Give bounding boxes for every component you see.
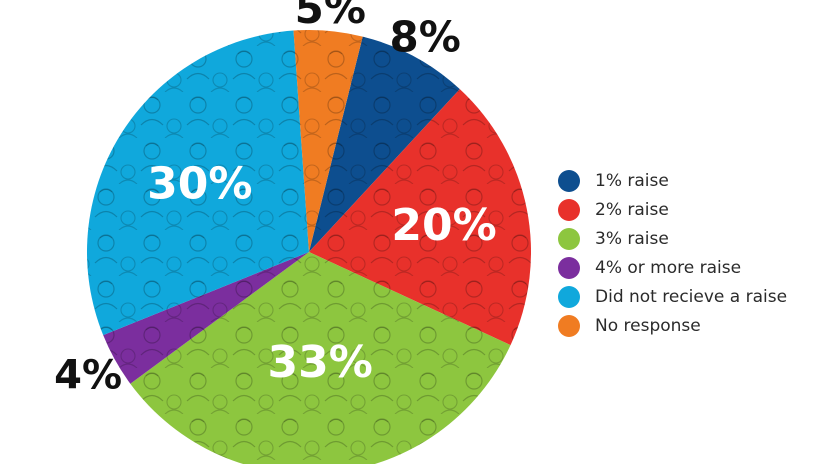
legend-item-4-percent: 4% or more raise	[558, 253, 787, 282]
legend-label-4-percent: 4% or more raise	[595, 257, 742, 278]
pie-slice-texture-3-raise	[130, 252, 511, 464]
legend: 1% raise 2% raise 3% raise 4% or more ra…	[558, 166, 787, 340]
legend-item-3-percent: 3% raise	[558, 224, 787, 253]
pie-slices	[87, 29, 531, 464]
legend-item-no-response: No response	[558, 311, 787, 340]
legend-item-1-percent: 1% raise	[558, 166, 787, 195]
data-label-1-raise: 8%	[389, 13, 460, 62]
pie-slice-texture-2-raise	[309, 89, 531, 346]
legend-swatch-4-percent	[558, 256, 580, 279]
pie-slice-texture-1-raise	[309, 36, 460, 253]
pie-labels: 8% 20% 33% 4% 30% 5%	[54, 0, 497, 398]
legend-label-no-raise: Did not recieve a raise	[595, 286, 788, 307]
legend-swatch-3-percent	[558, 227, 580, 250]
legend-swatch-1-percent	[558, 169, 580, 192]
pie-slice-texture-no-response	[293, 29, 363, 252]
legend-label-2-percent: 2% raise	[595, 199, 669, 220]
legend-label-3-percent: 3% raise	[595, 228, 669, 249]
pie-slice-texture-4-or-more-raise	[103, 252, 309, 384]
legend-swatch-2-percent	[558, 198, 580, 221]
data-label-4-or-more-raise: 4%	[54, 352, 122, 398]
legend-swatch-no-raise	[558, 285, 580, 308]
data-label-2-raise: 20%	[391, 200, 496, 251]
data-label-3-raise: 33%	[268, 337, 373, 388]
data-label-did-not-recieve-a-raise: 30%	[147, 158, 252, 209]
legend-swatch-no-response	[558, 314, 580, 337]
legend-item-2-percent: 2% raise	[558, 195, 787, 224]
legend-label-no-response: No response	[595, 315, 701, 336]
legend-item-no-raise: Did not recieve a raise	[558, 282, 787, 311]
pie-slice-texture-did-not-recieve-a-raise	[87, 30, 310, 336]
pie-chart: 8% 20% 33% 4% 30% 5%	[54, 0, 531, 464]
data-label-no-response: 5%	[295, 0, 366, 33]
legend-label-1-percent: 1% raise	[595, 170, 669, 191]
